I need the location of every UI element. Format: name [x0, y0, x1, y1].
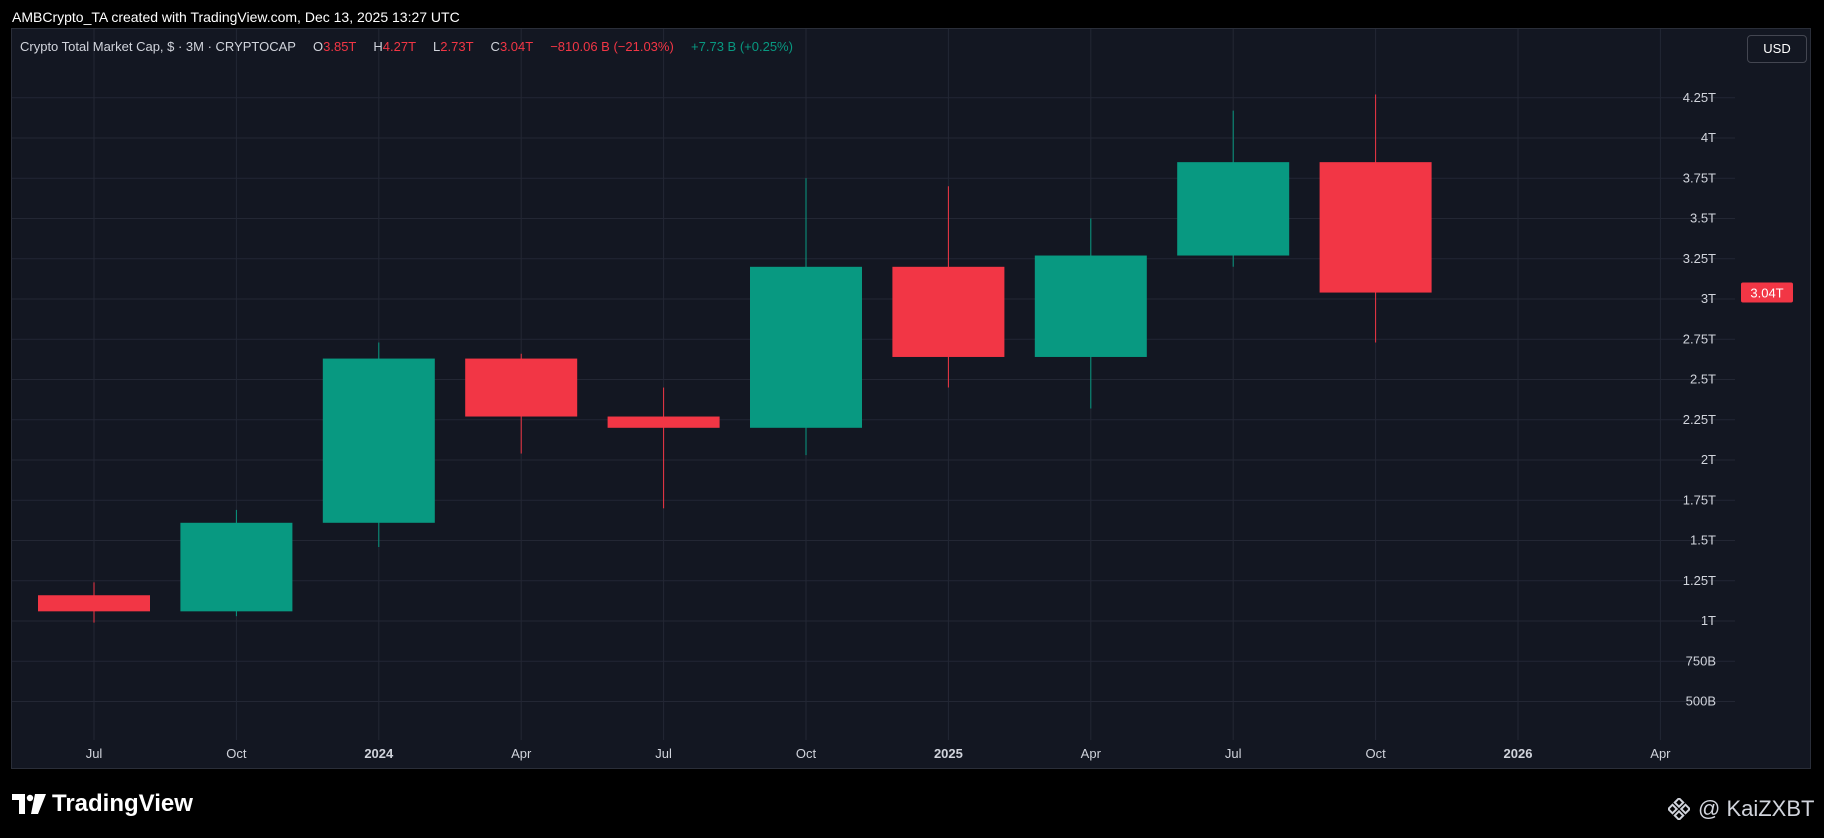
y-tick-label: 3.75T — [1683, 170, 1716, 185]
last-price-marker: 3.04T — [1741, 282, 1793, 303]
candle-body — [892, 266, 1005, 357]
binance-icon — [1668, 798, 1690, 820]
x-tick-label: Apr — [511, 746, 532, 761]
open-label: O — [313, 39, 324, 54]
y-tick-label: 750B — [1686, 653, 1716, 668]
candle-body — [1177, 162, 1290, 256]
candle[interactable] — [180, 509, 293, 617]
chart-legend[interactable]: Crypto Total Market Cap, $ · 3M · CRYPTO… — [20, 39, 793, 54]
currency-button[interactable]: USD — [1747, 35, 1807, 63]
candle-body — [1034, 255, 1147, 357]
x-tick-label: Apr — [1650, 746, 1671, 761]
y-tick-label: 1.75T — [1683, 492, 1716, 507]
tradingview-logo[interactable]: TradingView — [12, 790, 193, 818]
low-label: L — [433, 39, 441, 54]
y-tick-label: 2.5T — [1690, 372, 1716, 387]
last-price-label: 3.04T — [1750, 286, 1783, 301]
candle-body — [38, 595, 150, 612]
candle[interactable] — [1034, 218, 1147, 409]
y-tick-label: 1.5T — [1690, 533, 1716, 548]
candle-body — [750, 266, 862, 428]
x-tick-label: 2025 — [934, 746, 963, 761]
close-label: C — [490, 39, 500, 54]
candle-body — [465, 358, 578, 417]
y-tick-label: 3T — [1701, 291, 1716, 306]
author-handle: @ KaiZXBT — [1698, 796, 1815, 821]
candle[interactable] — [465, 353, 578, 454]
y-tick-label: 2.75T — [1683, 331, 1716, 346]
high-value: 4.27T — [382, 39, 416, 54]
x-tick-label: Jul — [86, 746, 103, 761]
close-value: 3.04T — [499, 39, 533, 54]
time-axis: Jul Oct 2024 Apr Jul Oct 2025 Apr Jul Oct 2026 Apr — [86, 746, 1671, 761]
footer-bar — [0, 769, 1824, 838]
candle-body — [1319, 162, 1432, 293]
y-tick-label: 500B — [1686, 694, 1716, 709]
candle-body — [322, 358, 435, 523]
x-tick-label: Oct — [1365, 746, 1386, 761]
last-price-badge — [1741, 282, 1793, 303]
x-tick-label: Jul — [655, 746, 672, 761]
x-tick-label: 2026 — [1504, 746, 1533, 761]
chart-panel[interactable] — [11, 28, 1811, 769]
x-tick-label: Oct — [796, 746, 817, 761]
change-value: −810.06 B (−21.03%) — [550, 39, 674, 54]
volume-value: +7.73 B (+0.25%) — [691, 39, 793, 54]
candle[interactable] — [750, 178, 862, 456]
x-tick-label: 2024 — [364, 746, 394, 761]
grid-lines — [12, 29, 1735, 740]
tradingview-logo-text: TradingView — [52, 790, 193, 817]
y-tick-label: 4T — [1701, 130, 1716, 145]
low-value: 2.73T — [440, 39, 474, 54]
author-watermark: @ KaiZXBT — [1668, 796, 1814, 822]
open-value: 3.85T — [323, 39, 357, 54]
x-tick-label: Jul — [1225, 746, 1242, 761]
price-axis: 500B 750B 1T 1.25T 1.5T 1.75T 2T 2.25T 2.5T 2.75T… — [1683, 90, 1716, 709]
candle[interactable] — [322, 342, 435, 547]
candle[interactable] — [1319, 94, 1432, 343]
chart-attribution: AMBCrypto_TA created with TradingView.co… — [12, 9, 460, 25]
y-tick-label: 2T — [1701, 452, 1716, 467]
high-label: H — [373, 39, 383, 54]
y-tick-label: 3.25T — [1683, 251, 1716, 266]
candles — [38, 94, 1432, 623]
y-tick-label: 4.25T — [1683, 90, 1716, 105]
x-tick-label: Apr — [1081, 746, 1102, 761]
candle[interactable] — [38, 582, 150, 623]
y-tick-label: 1.25T — [1683, 573, 1716, 588]
symbol-title[interactable]: Crypto Total Market Cap, $ · 3M · CRYPTO… — [20, 39, 296, 54]
y-tick-label: 2.25T — [1683, 412, 1716, 427]
x-tick-label: Oct — [226, 746, 247, 761]
candle[interactable] — [607, 387, 720, 509]
y-tick-label: 3.5T — [1690, 211, 1716, 226]
candle[interactable] — [892, 186, 1005, 388]
candle-body — [180, 522, 293, 612]
candle[interactable] — [1177, 110, 1290, 267]
y-tick-label: 1T — [1701, 613, 1716, 628]
tradingview-logo-icon — [12, 794, 46, 814]
candle-body — [607, 416, 720, 428]
candlestick-chart[interactable]: 500B 750B 1T 1.25T 1.5T 1.75T 2T 2.25T 2.5T 2.75T… — [0, 0, 1824, 770]
